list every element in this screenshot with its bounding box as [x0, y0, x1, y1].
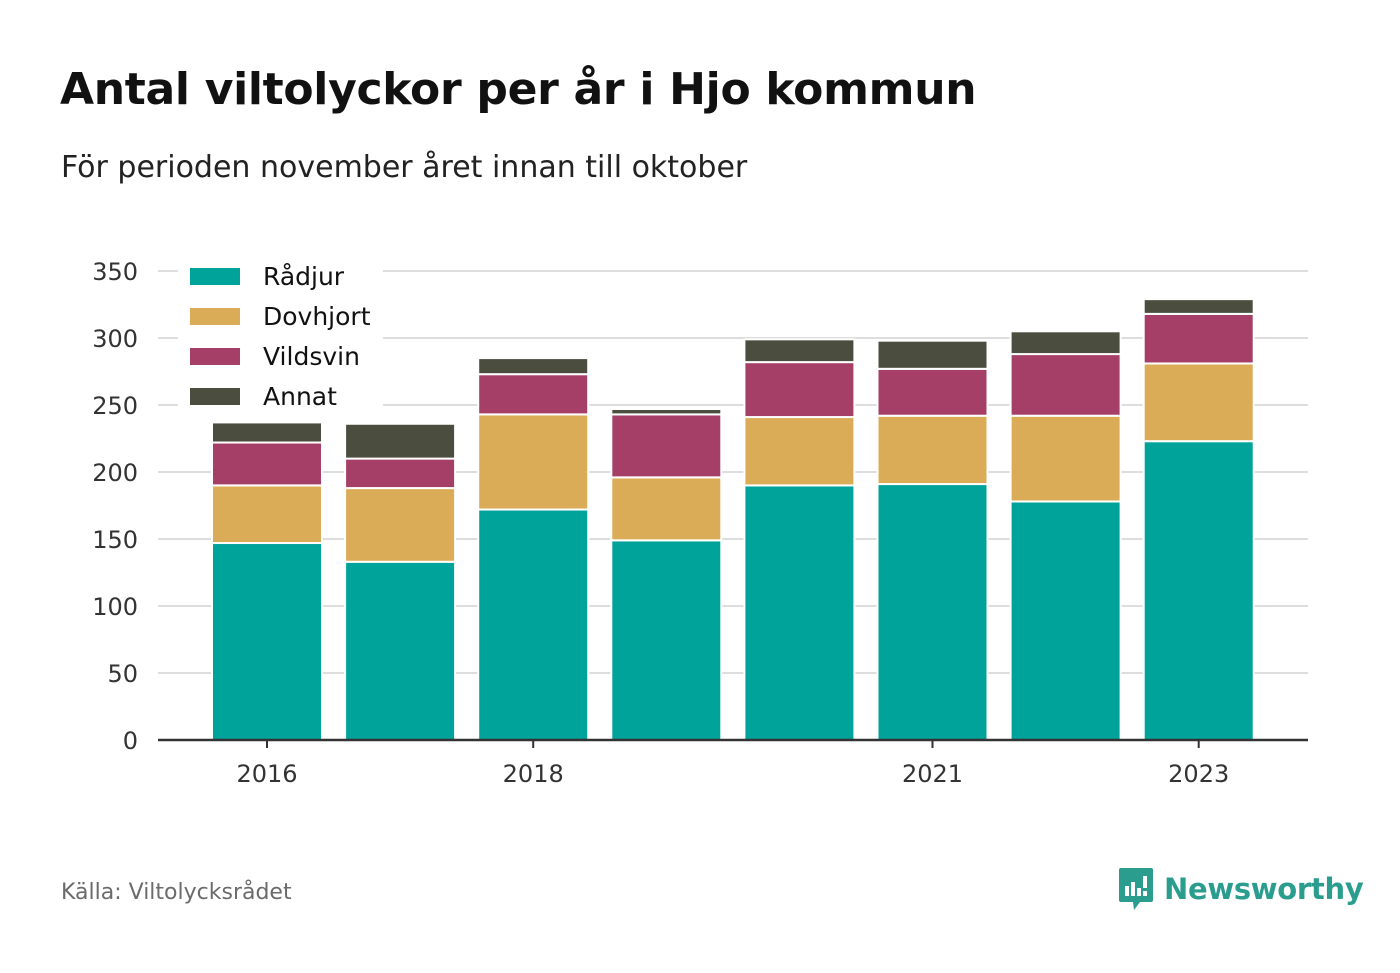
- bar-segment: [1142, 362, 1255, 443]
- bar-segment: [876, 414, 989, 486]
- legend-swatch: [190, 388, 240, 405]
- y-tick-label: 0: [123, 727, 138, 755]
- legend-label: Dovhjort: [263, 302, 371, 331]
- bar-segment: [876, 483, 989, 741]
- bar-segment: [211, 542, 323, 742]
- source-note: Källa: Viltolycksrådet: [61, 880, 292, 905]
- x-tick-label: 2021: [902, 760, 963, 788]
- bar-segment: [477, 373, 590, 416]
- x-tick-label: 2018: [503, 760, 564, 788]
- bar-segment: [610, 408, 723, 416]
- x-tick-label: 2016: [236, 760, 297, 788]
- bar-segment: [211, 441, 323, 487]
- y-tick-label: 150: [92, 526, 138, 554]
- bar-segment: [211, 484, 323, 545]
- y-tick-label: 50: [107, 660, 138, 688]
- legend-swatch: [190, 268, 240, 285]
- axes: 0 50 100 150 200 250 300 350 2016 2018 2021 2023: [92, 258, 1308, 788]
- legend-swatch: [190, 348, 240, 365]
- bar-segment: [876, 367, 989, 417]
- legend-label: Rådjur: [263, 262, 345, 291]
- newsworthy-logo: Newsworthy: [1118, 866, 1364, 912]
- bar-segment: [743, 361, 856, 419]
- bar-segment: [477, 413, 590, 511]
- bar-segment: [477, 508, 590, 741]
- chart-subtitle: För perioden november året innan till ok…: [61, 150, 748, 185]
- legend: Rådjur Dovhjort Vildsvin Annat: [178, 258, 383, 420]
- y-tick-label: 250: [92, 392, 138, 420]
- bar-segment: [743, 484, 856, 741]
- bars: [211, 298, 1255, 742]
- y-tick-label: 300: [92, 325, 138, 353]
- bar-segment: [876, 339, 989, 370]
- x-tick-label: 2023: [1168, 760, 1229, 788]
- bar-segment: [743, 338, 856, 364]
- bar-segment: [1009, 353, 1122, 417]
- bar-segment: [1142, 312, 1255, 365]
- bar-segment: [477, 357, 590, 376]
- y-tick-label: 350: [92, 258, 138, 286]
- bar-segment: [344, 422, 457, 460]
- bar-segment: [1142, 298, 1255, 315]
- bar-segment: [344, 560, 457, 742]
- legend-swatch: [190, 308, 240, 325]
- bar-segment: [743, 416, 856, 487]
- legend-label: Vildsvin: [263, 342, 360, 371]
- y-tick-label: 100: [92, 593, 138, 621]
- bar-segment: [344, 457, 457, 490]
- brand-name: Newsworthy: [1164, 872, 1364, 906]
- bar-segment: [344, 487, 457, 563]
- bar-segment: [610, 539, 723, 742]
- bar-segment: [1009, 330, 1122, 356]
- bar-segment: [1142, 440, 1255, 741]
- y-tick-label: 200: [92, 459, 138, 487]
- chart-title: Antal viltolyckor per år i Hjo kommun: [60, 64, 977, 115]
- bar-segment: [211, 421, 323, 444]
- bar-chart-speech-bubble-icon: [1119, 868, 1153, 910]
- bar-segment: [610, 476, 723, 542]
- bar-segment: [610, 413, 723, 479]
- legend-label: Annat: [263, 382, 337, 411]
- bar-segment: [1009, 414, 1122, 503]
- bar-segment: [1009, 500, 1122, 742]
